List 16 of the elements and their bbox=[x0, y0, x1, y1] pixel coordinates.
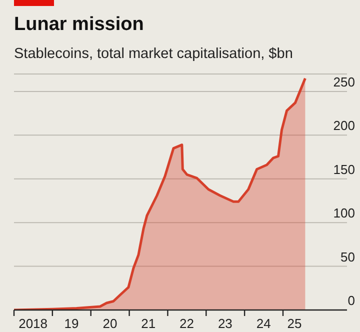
x-tick-label: 19 bbox=[64, 316, 79, 331]
x-tick-label: 2018 bbox=[18, 316, 48, 331]
x-tick-label: 23 bbox=[218, 316, 232, 331]
x-tick-label: 25 bbox=[287, 316, 302, 331]
y-tick-label: 100 bbox=[333, 206, 355, 221]
y-tick-label: 200 bbox=[333, 118, 355, 134]
y-tick-label: 250 bbox=[333, 74, 355, 90]
y-tick-label: 150 bbox=[333, 162, 355, 177]
x-tick-label: 21 bbox=[141, 316, 156, 331]
x-tick-label: 22 bbox=[180, 316, 194, 331]
x-tick-label: 20 bbox=[102, 316, 118, 331]
chart-subtitle: Stablecoins, total market capitalisation, $bn bbox=[14, 46, 293, 62]
x-tick-label: 24 bbox=[256, 316, 271, 331]
y-tick-label: 50 bbox=[340, 249, 355, 264]
y-tick-label: 0 bbox=[348, 293, 355, 308]
chart-title: Lunar mission bbox=[14, 14, 144, 36]
